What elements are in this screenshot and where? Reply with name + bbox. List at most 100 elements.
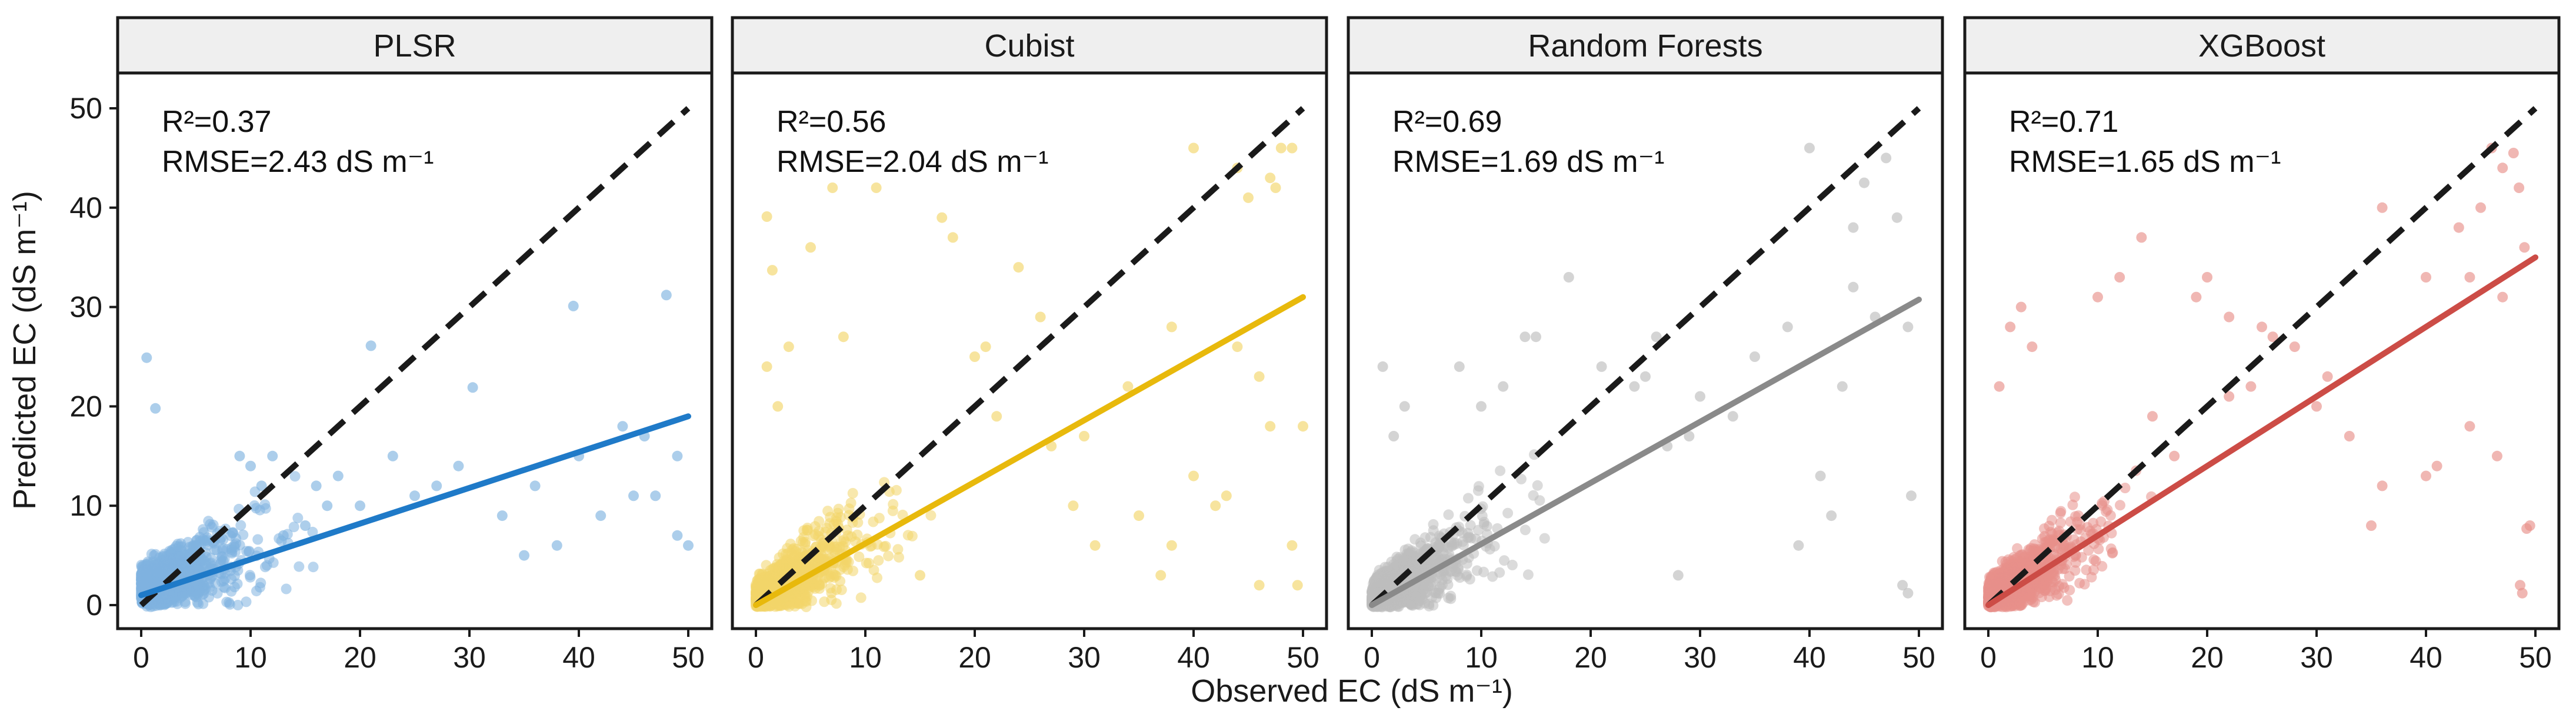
scatter-point	[2039, 523, 2050, 534]
scatter-point	[1166, 321, 1177, 333]
scatter-point	[772, 401, 784, 412]
scatter-point	[855, 592, 867, 603]
scatter-point	[783, 341, 794, 353]
scatter-point	[802, 524, 813, 536]
scatter-point	[874, 513, 885, 524]
scatter-point	[2508, 148, 2519, 158]
scatter-point	[980, 341, 991, 353]
scatter-point	[1443, 592, 1454, 603]
scatter-point	[761, 361, 772, 372]
scatter-point	[844, 503, 855, 514]
scatter-point	[2034, 587, 2045, 599]
scatter-point	[925, 510, 937, 521]
reference-line-1to1	[139, 106, 691, 607]
x-tick-label: 0	[133, 641, 149, 674]
scatter-point	[1684, 431, 1695, 441]
scatter-point	[332, 470, 344, 481]
scatter-point	[300, 520, 311, 531]
scatter-point	[1629, 381, 1640, 392]
scatter-point	[1473, 481, 1484, 492]
scatter-point	[1997, 556, 2008, 567]
scatter-point	[1531, 331, 1541, 343]
x-tick-label: 50	[1902, 641, 1935, 674]
strip-background	[1347, 16, 1944, 75]
scatter-point	[1379, 562, 1391, 573]
scatter-point	[778, 596, 789, 607]
x-tick-label: 40	[562, 641, 595, 674]
regression-line	[753, 294, 1306, 608]
scatter-point	[2072, 524, 2083, 535]
scatter-point	[2081, 564, 2092, 576]
scatter-point	[1428, 600, 1439, 611]
scatter-point	[1487, 571, 1498, 582]
scatter-point	[1221, 490, 1232, 502]
scatter-point	[672, 450, 683, 461]
scatter-point	[863, 557, 874, 569]
scatter-point	[1804, 142, 1815, 154]
scatter-point	[245, 572, 256, 583]
scatter-point	[355, 500, 365, 512]
scatter-point	[2053, 589, 2064, 599]
x-tick-label: 30	[1068, 641, 1101, 674]
scatter-point	[969, 351, 980, 362]
scatter-point	[1254, 580, 1265, 591]
scatter-point	[387, 450, 398, 461]
scatter-point	[1477, 510, 1488, 522]
scatter-point	[308, 562, 319, 573]
scatter-point	[827, 182, 838, 193]
scatter-point	[2514, 182, 2525, 193]
scatter-point	[1848, 222, 1859, 233]
scatter-point	[208, 519, 219, 530]
scatter-point	[1429, 587, 1441, 598]
scatter-point	[873, 555, 884, 566]
rmse-label: RMSE=2.43 dS m⁻¹	[162, 145, 434, 179]
scatter-point	[2519, 242, 2530, 253]
scatter-point	[162, 567, 172, 578]
scatter-point	[828, 569, 839, 580]
scatter-point	[1749, 351, 1760, 362]
scatter-point	[1254, 371, 1265, 382]
scatter-point	[241, 596, 252, 607]
scatter-point	[1522, 569, 1534, 580]
scatter-point	[294, 561, 305, 572]
scatter-point	[1292, 580, 1303, 591]
scatter-point	[235, 520, 246, 531]
scatter-point	[231, 538, 242, 549]
scatter-point	[1448, 539, 1459, 550]
scatter-point	[842, 530, 854, 541]
scatter-point	[2067, 499, 2078, 510]
scatter-point	[1265, 421, 1276, 432]
scatter-point	[206, 585, 218, 596]
scatter-point	[1155, 570, 1167, 581]
scatter-point	[1454, 361, 1465, 372]
scatter-point	[289, 471, 301, 482]
scatter-point	[2083, 545, 2094, 556]
scatter-point	[617, 421, 628, 432]
scatter-point	[2048, 568, 2060, 579]
scatter-point	[467, 382, 478, 393]
scatter-point	[915, 570, 925, 581]
scatter-point	[1287, 540, 1298, 551]
scatter-point	[226, 586, 237, 597]
scatter-point	[1906, 490, 1917, 502]
scatter-point	[245, 460, 256, 471]
scatter-point	[2072, 516, 2083, 527]
x-tick-label: 10	[1465, 641, 1498, 674]
scatter-point	[795, 536, 807, 546]
scatter-point	[628, 490, 639, 502]
scatter-point	[2475, 202, 2486, 213]
scatter-point	[1495, 465, 1506, 476]
scatter-point	[832, 507, 844, 519]
scatter-point	[2024, 560, 2035, 572]
scatter-point	[1727, 411, 1738, 422]
scatter-point	[2062, 595, 2073, 606]
reference-line-1to1	[1369, 106, 1921, 607]
scatter-point	[847, 517, 858, 528]
scatter-point	[252, 534, 264, 545]
scatter-point	[1891, 212, 1902, 223]
scatter-point	[767, 265, 778, 276]
scatter-point	[193, 581, 204, 592]
scatter-point	[1458, 540, 1469, 550]
panel-title: PLSR	[373, 28, 456, 64]
scatter-point	[1695, 391, 1705, 402]
